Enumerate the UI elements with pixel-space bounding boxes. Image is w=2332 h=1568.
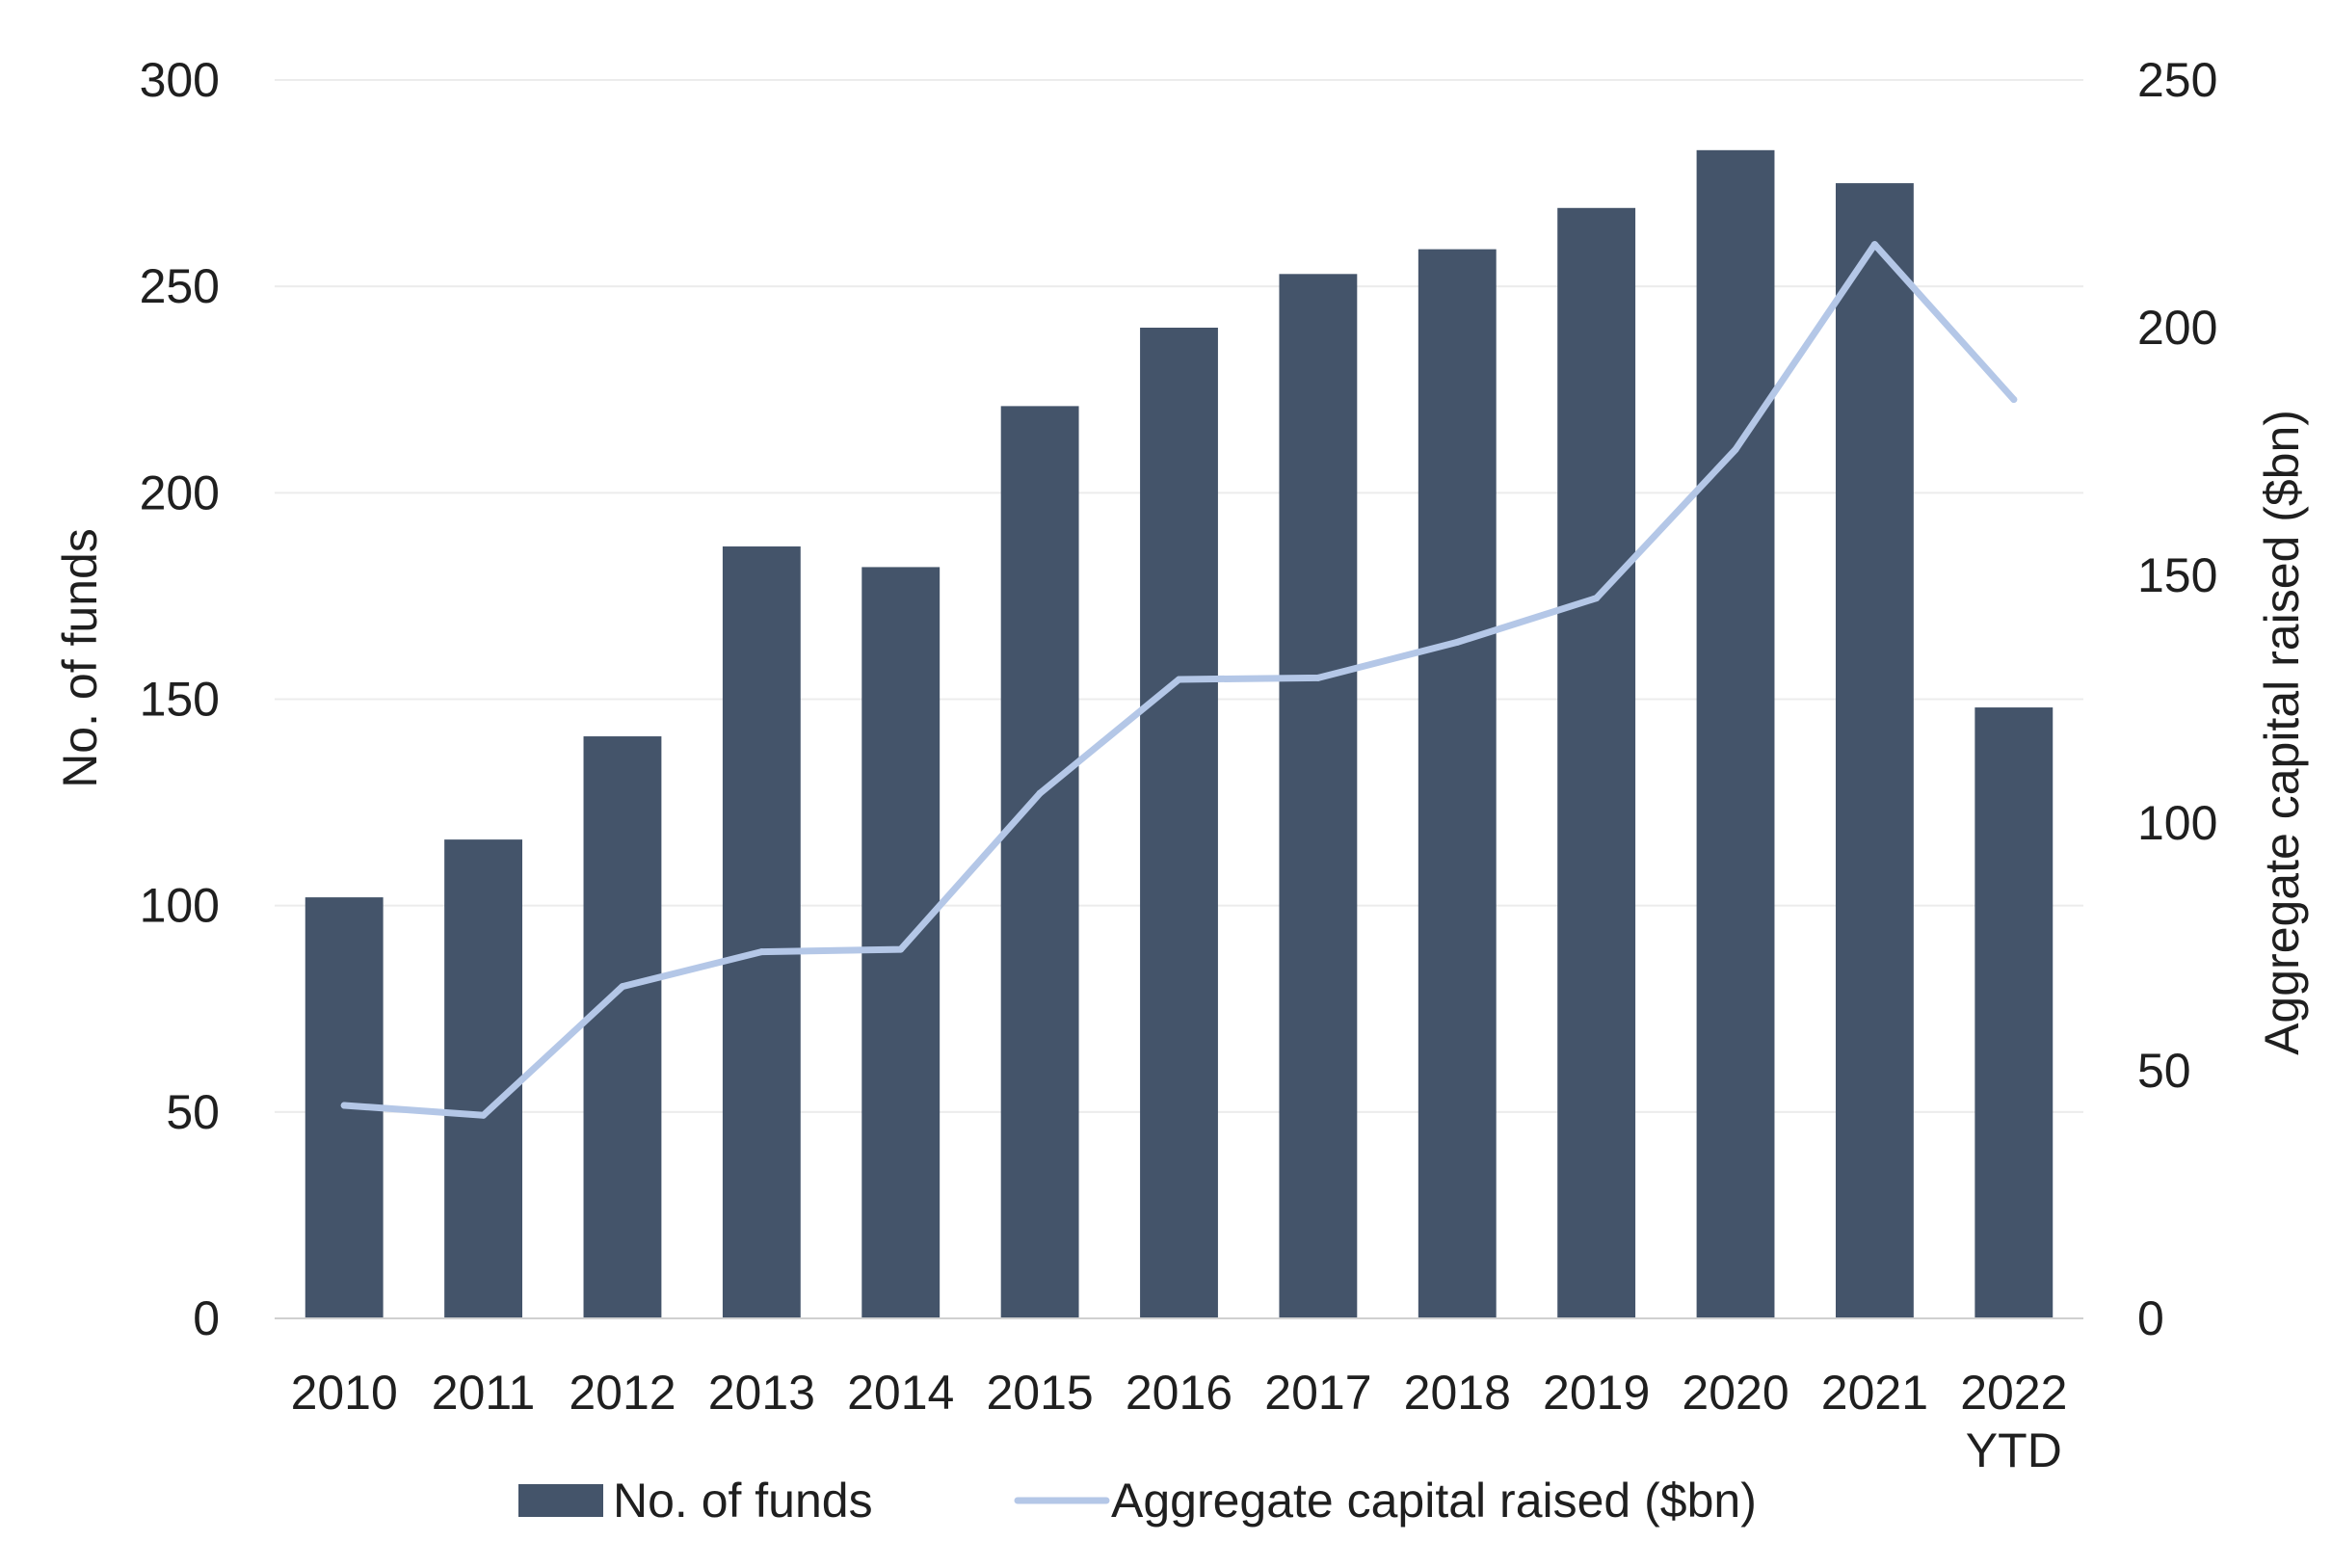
legend-label-bars: No. of funds [613, 1474, 873, 1528]
y2-axis-title: Aggregate capital raised ($bn) [2255, 410, 2309, 1055]
bar [1974, 707, 2054, 1318]
line-point [1036, 789, 1044, 797]
bar [1696, 149, 1775, 1319]
x-tick-label: 2016 [1126, 1366, 1232, 1420]
line-point [1176, 676, 1182, 683]
line-series [340, 241, 2018, 1119]
line-point [1732, 445, 1739, 453]
line-point [340, 1102, 348, 1109]
bar [1000, 406, 1079, 1319]
line-point [1453, 638, 1461, 646]
bar [861, 567, 941, 1318]
x-tick-label: 2014 [847, 1366, 954, 1420]
line-point [897, 945, 905, 953]
y-axis-title: No. of funds [53, 528, 107, 788]
line-point [619, 983, 626, 991]
x-tick-label: 2013 [708, 1366, 815, 1420]
line-point [1870, 241, 1878, 249]
bar-series [305, 149, 2054, 1319]
line-point [2010, 396, 2018, 404]
y-tick-label: 150 [140, 673, 220, 727]
y2-tick-label: 50 [2137, 1044, 2191, 1098]
legend: No. of funds Aggregate capital raised ($… [518, 1474, 1757, 1528]
line-point [1314, 674, 1322, 681]
y-tick-label: 100 [140, 879, 220, 933]
y-tick-label: 200 [140, 465, 220, 519]
y-tick-label: 300 [140, 53, 220, 107]
x-tick-label: 2011 [432, 1366, 536, 1420]
x-tick-label: 2015 [986, 1366, 1093, 1420]
y2-tick-label: 0 [2137, 1291, 2164, 1345]
bar [444, 839, 523, 1318]
x-tick-label: 2021 [1821, 1366, 1928, 1420]
y2-tick-label: 150 [2137, 548, 2217, 602]
line-point [1593, 595, 1601, 602]
x-axis-ticks: 2010 2011 2012 2013 2014 2015 2016 2017 2018 2019… [291, 1366, 2068, 1477]
y-tick-label: 50 [166, 1085, 220, 1139]
x-tick-label: 2022 YTD [1960, 1366, 2067, 1477]
bar [1418, 249, 1497, 1318]
bar [1835, 183, 1914, 1318]
y2-tick-label: 250 [2137, 53, 2217, 107]
x-tick-label: 2010 [291, 1366, 398, 1420]
x-tick-label: 2017 [1264, 1366, 1371, 1420]
y2-tick-label: 100 [2137, 796, 2217, 850]
bar [1279, 274, 1358, 1319]
bar [583, 736, 662, 1318]
line-point [480, 1111, 488, 1119]
right-axis-ticks: 0 50 100 150 200 250 [2137, 53, 2217, 1345]
x-tick-label: 2012 [569, 1366, 676, 1420]
y-tick-label: 0 [193, 1291, 220, 1345]
line-point [757, 948, 765, 956]
legend-swatch-bars [518, 1484, 603, 1517]
y-tick-label: 250 [140, 259, 220, 313]
y2-tick-label: 200 [2137, 301, 2217, 355]
x-tick-label: 2018 [1404, 1366, 1511, 1420]
x-tick-label: 2019 [1543, 1366, 1650, 1420]
bar [722, 546, 801, 1318]
bar [1140, 328, 1218, 1318]
bar [1557, 207, 1636, 1319]
legend-label-line: Aggregate capital raised ($bn) [1111, 1474, 1757, 1528]
x-tick-label: 2020 [1682, 1366, 1789, 1420]
left-axis-ticks: 0 50 100 150 200 250 300 [140, 53, 220, 1345]
